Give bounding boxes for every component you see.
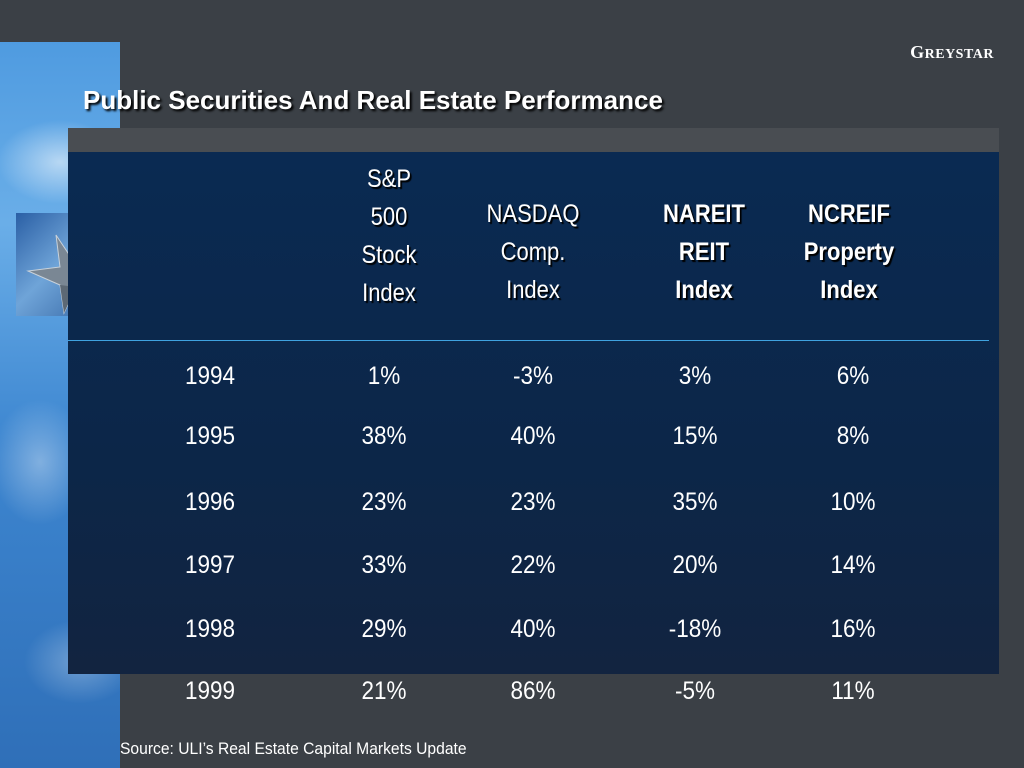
cell-sp500: 29% — [361, 615, 407, 643]
cell-nareit: -5% — [674, 677, 716, 705]
header-divider — [68, 340, 989, 341]
table-top-band — [68, 128, 999, 152]
cell-ncreif: 16% — [830, 615, 876, 643]
source-note: Source: ULI’s Real Estate Capital Market… — [120, 739, 467, 758]
cell-sp500: 23% — [361, 488, 407, 516]
row-year: 1999 — [184, 677, 236, 705]
cell-nareit: 20% — [672, 551, 718, 579]
row-year: 1994 — [184, 362, 236, 390]
cell-ncreif: 6% — [836, 362, 870, 390]
cell-nasdaq: 86% — [510, 677, 556, 705]
row-year: 1996 — [184, 488, 236, 516]
row-year: 1995 — [184, 422, 236, 450]
column-header-nasdaq: NASDAQ Comp. Index — [486, 200, 580, 304]
cell-ncreif: 14% — [830, 551, 876, 579]
column-header-ncreif: NCREIF Property Index — [803, 200, 895, 304]
cell-ncreif: 8% — [836, 422, 870, 450]
cell-nasdaq: 23% — [510, 488, 556, 516]
page-title: Public Securities And Real Estate Perfor… — [83, 85, 663, 115]
table-panel — [68, 152, 999, 674]
cell-ncreif: 11% — [831, 677, 875, 705]
cell-nasdaq: 22% — [510, 551, 556, 579]
column-header-nareit: NAREIT REIT Index — [663, 200, 745, 304]
cell-nareit: 15% — [672, 422, 718, 450]
cell-nareit: 3% — [678, 362, 712, 390]
cell-sp500: 33% — [361, 551, 407, 579]
cell-nareit: 35% — [672, 488, 718, 516]
row-year: 1998 — [184, 615, 236, 643]
row-year: 1997 — [184, 551, 236, 579]
cell-sp500: 38% — [361, 422, 407, 450]
cell-nasdaq: -3% — [512, 362, 554, 390]
cell-nareit: -18% — [668, 615, 722, 643]
column-header-sp500: S&P 500 Stock Index — [361, 165, 417, 307]
cell-ncreif: 10% — [830, 488, 876, 516]
greystar-logo: GREYSTAR — [910, 42, 994, 62]
cell-sp500: 1% — [367, 362, 401, 390]
cell-nasdaq: 40% — [510, 615, 556, 643]
cell-sp500: 21% — [361, 677, 407, 705]
cell-nasdaq: 40% — [510, 422, 556, 450]
